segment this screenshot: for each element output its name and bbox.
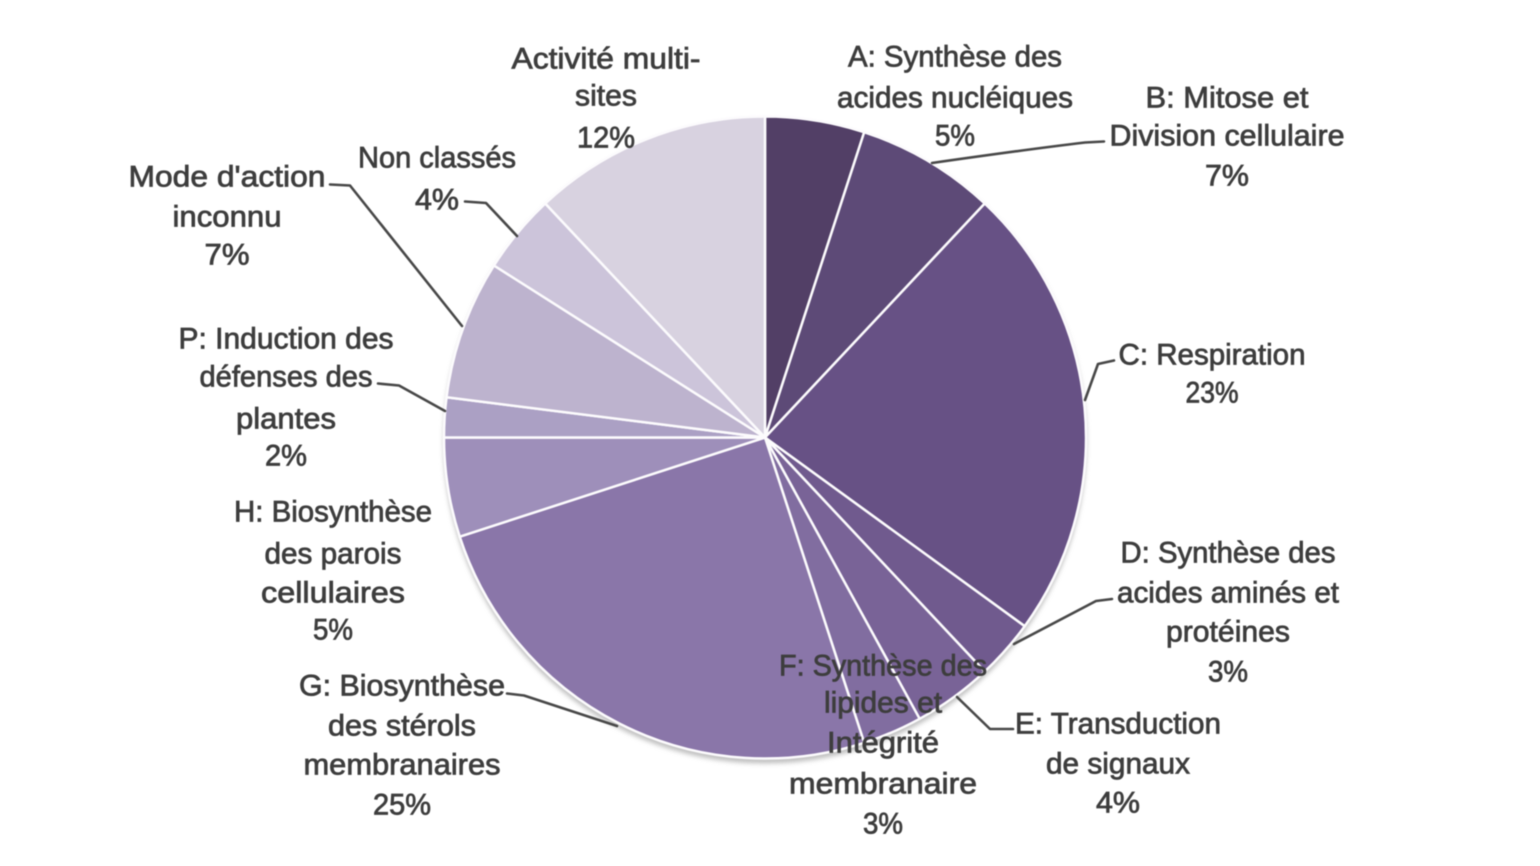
- svg-text:12%: 12%: [577, 122, 635, 155]
- svg-text:5%: 5%: [935, 120, 975, 153]
- svg-text:Activité multi-: Activité multi-: [512, 43, 701, 76]
- svg-text:acides nucléiques: acides nucléiques: [837, 82, 1073, 115]
- svg-text:23%: 23%: [1186, 377, 1239, 410]
- svg-text:inconnu: inconnu: [173, 201, 282, 234]
- svg-text:sites: sites: [575, 80, 637, 113]
- svg-text:Division cellulaire: Division cellulaire: [1110, 120, 1345, 153]
- svg-text:des stérols: des stérols: [328, 710, 476, 743]
- svg-text:4%: 4%: [1096, 787, 1140, 820]
- svg-text:3%: 3%: [1208, 656, 1248, 689]
- svg-text:7%: 7%: [1205, 160, 1249, 193]
- svg-text:membranaires: membranaires: [304, 749, 501, 782]
- svg-text:de signaux: de signaux: [1046, 748, 1190, 781]
- svg-text:P: Induction des: P: Induction des: [179, 323, 394, 356]
- svg-text:H: Biosynthèse: H: Biosynthèse: [234, 496, 432, 529]
- svg-text:plantes: plantes: [236, 403, 336, 436]
- svg-text:25%: 25%: [373, 789, 431, 822]
- svg-text:G: Biosynthèse: G: Biosynthèse: [299, 670, 505, 703]
- svg-text:A: Synthèse des: A: Synthèse des: [848, 41, 1062, 74]
- svg-text:B: Mitose et: B: Mitose et: [1146, 82, 1310, 115]
- svg-text:4%: 4%: [415, 184, 459, 217]
- svg-text:défenses des: défenses des: [200, 361, 373, 394]
- svg-text:des parois: des parois: [265, 538, 402, 571]
- svg-text:membranaire: membranaire: [789, 768, 977, 801]
- svg-text:Intégrité: Intégrité: [827, 727, 939, 760]
- svg-text:cellulaires: cellulaires: [261, 577, 405, 610]
- svg-text:E: Transduction: E: Transduction: [1015, 708, 1221, 741]
- svg-text:7%: 7%: [205, 239, 250, 272]
- svg-text:F: Synthèse des: F: Synthèse des: [779, 650, 987, 683]
- svg-text:D: Synthèse des: D: Synthèse des: [1121, 537, 1336, 570]
- svg-text:5%: 5%: [313, 614, 353, 647]
- svg-text:protéines: protéines: [1166, 616, 1290, 649]
- svg-text:Mode d'action: Mode d'action: [129, 161, 326, 194]
- svg-text:lipides et: lipides et: [824, 687, 943, 720]
- svg-text:Non classés: Non classés: [358, 142, 516, 175]
- svg-text:C: Respiration: C: Respiration: [1119, 339, 1306, 372]
- svg-text:3%: 3%: [863, 808, 903, 841]
- svg-text:acides aminés et: acides aminés et: [1117, 577, 1340, 610]
- svg-text:2%: 2%: [265, 440, 307, 473]
